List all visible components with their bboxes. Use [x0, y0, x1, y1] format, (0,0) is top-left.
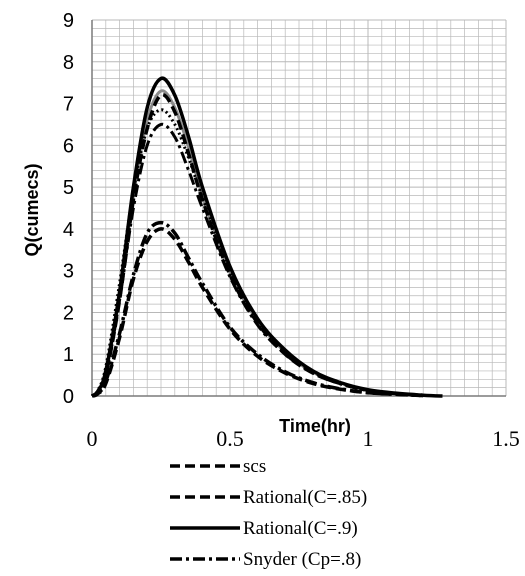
- y-tick-label: 6: [63, 135, 74, 157]
- legend-label: Rational(C=.9): [243, 518, 358, 539]
- x-axis-title: Time(hr): [279, 416, 351, 436]
- y-tick-label: 0: [63, 386, 74, 408]
- x-tick-label: 0: [87, 426, 98, 451]
- y-tick-label: 9: [63, 10, 74, 32]
- y-axis-title: Q(cumecs): [22, 163, 42, 256]
- series-line: [90, 76, 443, 398]
- y-tick-label: 1: [63, 344, 74, 366]
- curves: [90, 76, 443, 398]
- y-tick-label: 8: [63, 52, 74, 74]
- y-tick-label: 5: [63, 177, 74, 199]
- x-tick-label: 1: [363, 426, 374, 451]
- legend-label: Snyder (Cp=.8): [243, 549, 361, 570]
- grid-lines: [91, 19, 507, 397]
- legend-label: scs: [243, 456, 266, 477]
- y-tick-label: 4: [63, 219, 74, 241]
- x-tick-label: 0.5: [216, 426, 244, 451]
- legend: scs Rational(C=.85) Rational(C=.9) Snyder (…: [170, 456, 367, 570]
- y-tick-label: 7: [63, 94, 74, 116]
- x-tick-labels: 0 0.5 1 1.5: [87, 426, 520, 451]
- y-tick-label: 2: [63, 302, 74, 324]
- legend-label: Rational(C=.85): [243, 487, 367, 508]
- x-tick-label: 1.5: [492, 426, 520, 451]
- y-tick-label: 3: [63, 261, 74, 283]
- y-tick-labels: 0 1 2 3 4 5 6 7 8 9: [63, 10, 74, 408]
- series-line: [91, 220, 424, 398]
